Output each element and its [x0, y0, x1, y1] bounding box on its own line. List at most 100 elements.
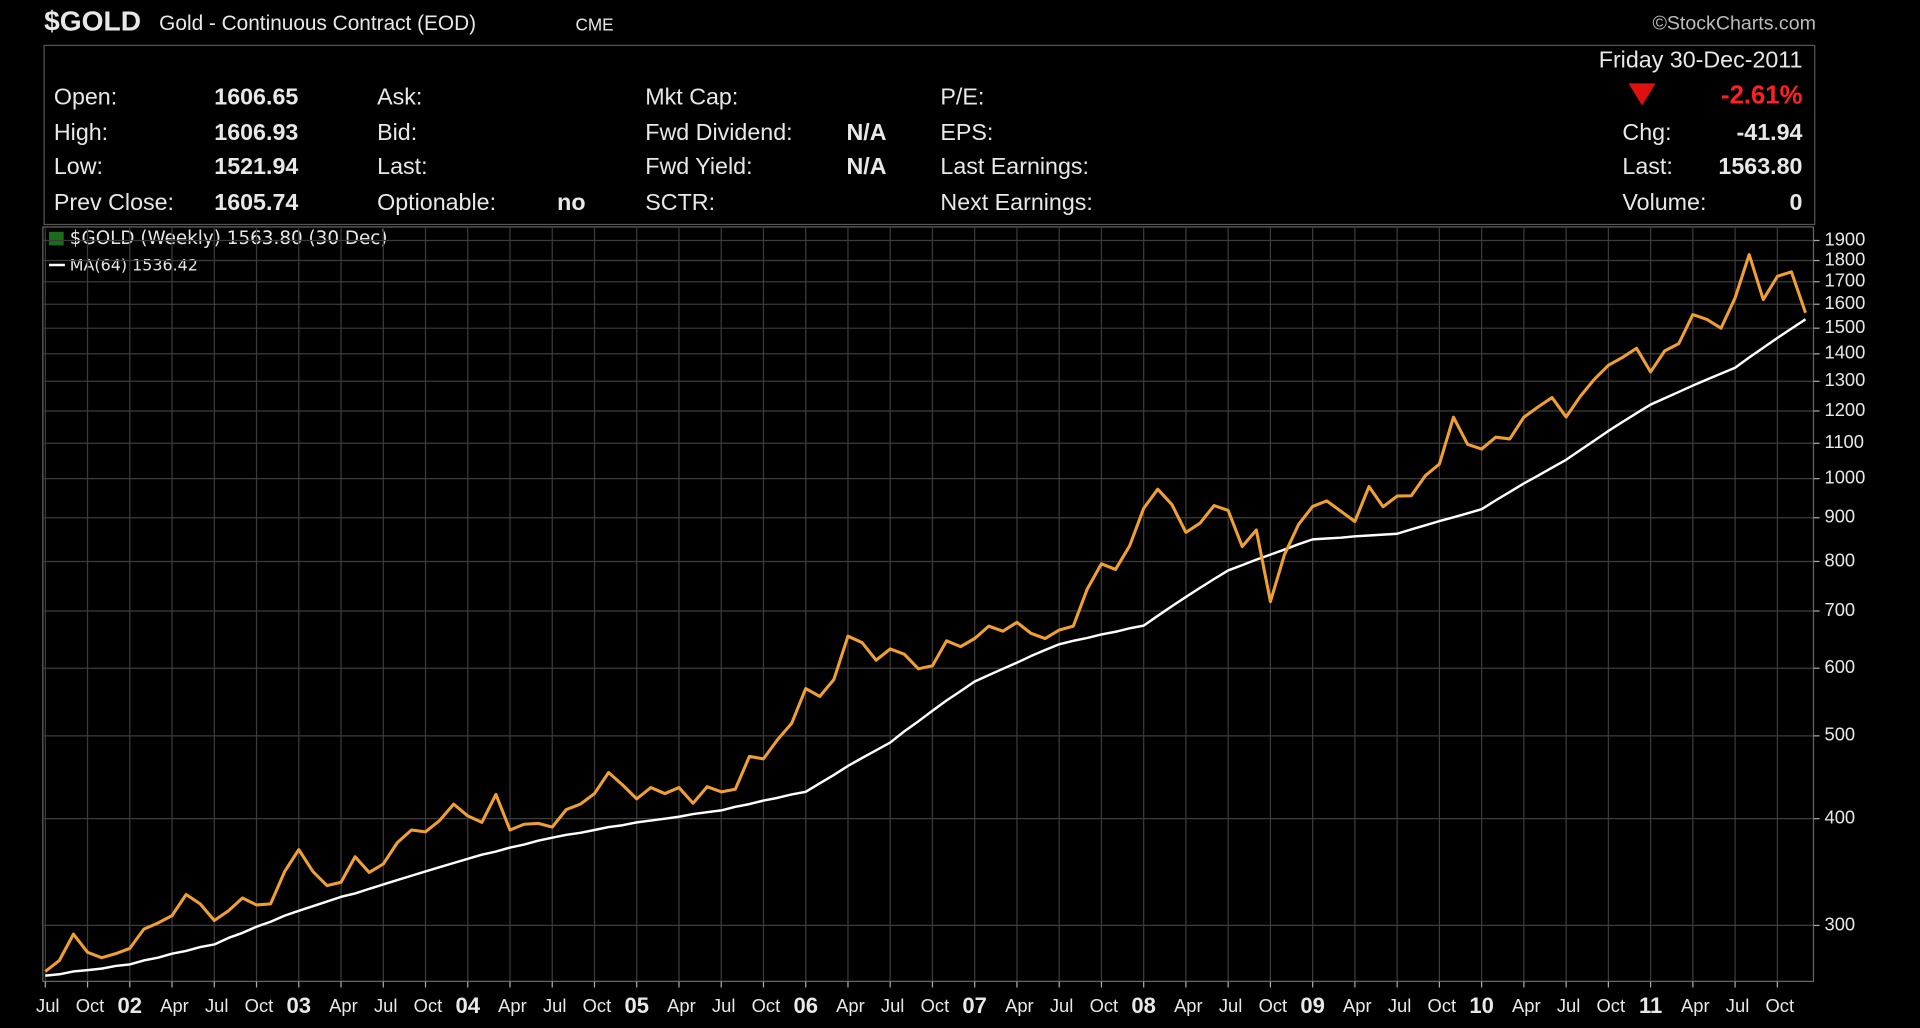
quote-label: SCTR: [645, 189, 715, 215]
quote-label: Last Earnings: [940, 153, 1089, 179]
plot-frame [42, 226, 1815, 982]
quote-label: Mkt Cap: [645, 83, 738, 109]
x-tick-label: Oct [1428, 995, 1457, 1016]
quote-label: Volume: [1622, 189, 1706, 215]
source: ©StockCharts.com [1652, 13, 1815, 35]
quote-label: P/E: [940, 83, 984, 109]
y-tick-label: 1900 [1824, 228, 1865, 249]
quote-label: Last: [1622, 153, 1672, 179]
legend-entry: $GOLD (Weekly) 1563.80 (30 Dec) [70, 228, 388, 249]
weekly-icon [48, 231, 64, 246]
x-tick-label: Jul [712, 995, 735, 1016]
x-tick-label: Oct [583, 995, 612, 1016]
y-tick-label: 800 [1824, 549, 1855, 570]
quote-label: Prev Close: [54, 189, 174, 215]
change-percent: -2.61% [1721, 82, 1803, 110]
quote-frame [43, 44, 1816, 226]
x-tick-label: 06 [793, 993, 818, 1018]
x-tick-label: Jul [1050, 995, 1073, 1016]
quote-value: 1563.80 [1718, 153, 1802, 179]
y-tick-label: 1700 [1824, 270, 1865, 291]
quote-label: Ask: [377, 83, 422, 109]
x-tick-label: 10 [1469, 993, 1494, 1018]
x-tick-label: 11 [1639, 993, 1662, 1018]
y-tick-label: 700 [1824, 599, 1855, 620]
x-tick-label: Apr [1512, 995, 1541, 1016]
symbol: $GOLD [44, 5, 141, 37]
x-tick-label: Oct [1766, 995, 1795, 1016]
x-tick-label: Jul [36, 995, 59, 1016]
quote-value: 1606.93 [214, 119, 298, 145]
x-tick-label: Oct [1597, 995, 1626, 1016]
quote-label: Last: [377, 153, 427, 179]
x-tick-label: Apr [329, 995, 358, 1016]
y-tick-label: 900 [1824, 506, 1855, 527]
y-tick-label: 1200 [1824, 399, 1865, 420]
x-tick-label: Jul [1557, 995, 1580, 1016]
x-tick-label: Apr [498, 995, 527, 1016]
y-tick-label: 600 [1824, 656, 1855, 677]
x-tick-label: 04 [456, 993, 481, 1018]
y-tick-label: 300 [1824, 913, 1855, 934]
quote-label: Optionable: [377, 189, 496, 215]
y-tick-label: 1300 [1824, 369, 1865, 390]
x-tick-label: Apr [1343, 995, 1372, 1016]
x-tick-label: 03 [287, 993, 312, 1018]
x-tick-label: Oct [245, 995, 274, 1016]
quote-label: High: [54, 119, 108, 145]
y-tick-label: 1100 [1824, 431, 1863, 452]
x-tick-label: Oct [752, 995, 781, 1016]
x-tick-label: 05 [624, 993, 649, 1018]
x-tick-label: Apr [836, 995, 865, 1016]
x-tick-label: Jul [881, 995, 904, 1016]
quote-value: N/A [846, 153, 886, 179]
instrument-name: Gold - Continuous Contract (EOD) [159, 12, 476, 35]
y-tick-label: 1800 [1824, 248, 1865, 269]
quote-label: Low: [54, 153, 103, 179]
x-tick-label: Apr [160, 995, 189, 1016]
quote-value: -41.94 [1737, 119, 1803, 145]
down-arrow [1628, 83, 1656, 106]
ma-line [45, 318, 1807, 977]
quote-value: 1606.65 [214, 83, 298, 109]
x-tick-label: Jul [374, 995, 397, 1016]
x-tick-label: Jul [1219, 995, 1242, 1016]
price-line [44, 253, 1807, 973]
x-tick-label: Oct [1259, 995, 1288, 1016]
y-tick-label: 1400 [1824, 342, 1865, 363]
quote-label: EPS: [940, 119, 993, 145]
quote-date: Friday 30-Dec-2011 [1599, 46, 1803, 72]
x-tick-label: Oct [414, 995, 443, 1016]
x-tick-label: Oct [921, 995, 950, 1016]
x-tick-label: Apr [1174, 995, 1203, 1016]
x-tick-label: Jul [543, 995, 566, 1016]
y-tick-label: 1600 [1824, 292, 1865, 313]
quote-label: Fwd Dividend: [645, 119, 792, 145]
x-tick-label: Jul [1388, 995, 1411, 1016]
quote-label: Chg: [1622, 119, 1671, 145]
quote-value: N/A [846, 119, 886, 145]
x-tick-label: Oct [1090, 995, 1119, 1016]
y-tick-label: 1500 [1824, 316, 1865, 337]
quote-label: Bid: [377, 119, 417, 145]
y-tick-label: 500 [1824, 724, 1855, 745]
x-tick-label: Oct [76, 995, 105, 1016]
x-tick-label: Jul [1726, 995, 1749, 1016]
quote-label: Open: [54, 83, 117, 109]
quote-value: 0 [1790, 189, 1803, 215]
quote-value: no [557, 189, 585, 215]
quote-value: 1521.94 [214, 153, 298, 179]
y-tick-label: 400 [1824, 807, 1855, 828]
x-tick-label: 09 [1300, 993, 1325, 1018]
x-tick-label: Apr [667, 995, 696, 1016]
x-tick-label: 07 [962, 993, 987, 1018]
quote-value: 1605.74 [214, 189, 298, 215]
x-tick-label: Apr [1681, 995, 1710, 1016]
legend-entry: MA(64) 1536.42 [70, 256, 198, 275]
quote-label: Fwd Yield: [645, 153, 752, 179]
x-tick-label: 08 [1131, 993, 1156, 1018]
exchange: CME [576, 14, 614, 34]
